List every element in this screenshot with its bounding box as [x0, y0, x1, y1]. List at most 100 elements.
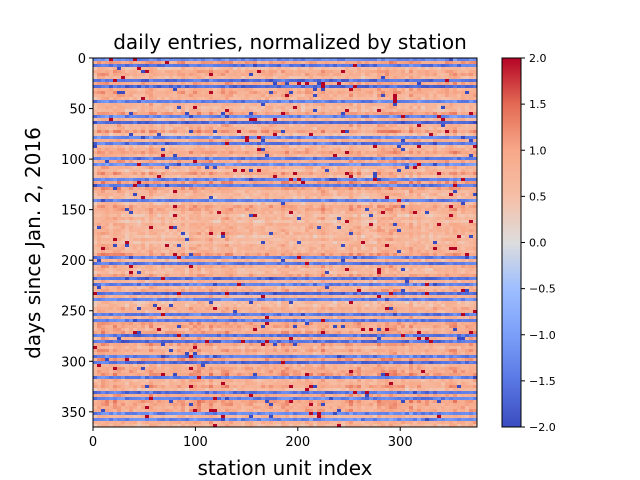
heatmap-cell — [361, 169, 366, 173]
heatmap-cell — [221, 148, 226, 152]
heatmap-cell — [201, 172, 206, 176]
heatmap-cell — [225, 178, 230, 182]
heatmap-cell — [329, 178, 334, 182]
heatmap-cell — [149, 196, 154, 200]
heatmap-cell — [281, 91, 286, 95]
heatmap-cell — [109, 64, 114, 68]
heatmap-cell — [369, 133, 374, 137]
heatmap-cell — [373, 196, 378, 200]
heatmap-cell — [285, 79, 290, 83]
heatmap-cell — [329, 175, 334, 179]
heatmap-cell — [213, 166, 218, 170]
heatmap-cell — [413, 121, 418, 125]
heatmap-cell — [421, 121, 426, 125]
heatmap-cell — [461, 133, 466, 137]
heatmap-cell — [197, 196, 202, 200]
heatmap-cell — [457, 88, 462, 92]
heatmap-cell — [437, 76, 442, 80]
heatmap-cell — [369, 109, 374, 113]
heatmap-cell — [261, 181, 266, 185]
heatmap-cell — [449, 91, 454, 95]
heatmap-cell — [229, 178, 234, 182]
heatmap-cell — [389, 163, 394, 167]
heatmap-cell — [257, 157, 262, 161]
heatmap-cell — [217, 187, 222, 191]
heatmap-cell — [169, 151, 174, 155]
heatmap-cell — [305, 202, 310, 206]
heatmap-cell — [169, 61, 174, 65]
heatmap-cell — [373, 166, 378, 170]
heatmap-cell — [405, 166, 410, 170]
heatmap-cell — [117, 148, 122, 152]
heatmap-cell — [441, 109, 446, 113]
heatmap-cell — [205, 175, 210, 179]
heatmap-cell — [357, 202, 362, 206]
heatmap-cell — [401, 139, 406, 143]
heatmap-cell — [445, 157, 450, 161]
heatmap-cell — [185, 154, 190, 158]
heatmap-cell — [337, 139, 342, 143]
heatmap-cell — [125, 178, 130, 182]
heatmap-cell — [189, 103, 194, 107]
heatmap-cell — [289, 196, 294, 200]
heatmap-cell — [413, 175, 418, 179]
heatmap-cell — [281, 112, 286, 116]
heatmap-cell — [369, 184, 374, 188]
heatmap-cell — [313, 127, 318, 131]
heatmap-cell — [97, 190, 102, 194]
heatmap-cell — [357, 94, 362, 98]
heatmap-cell — [329, 166, 334, 170]
heatmap-cell — [113, 88, 118, 92]
heatmap-cell — [229, 61, 234, 65]
heatmap-cell — [453, 124, 458, 128]
heatmap-cell — [185, 130, 190, 134]
heatmap-cell — [373, 193, 378, 197]
heatmap-cell — [393, 184, 398, 188]
heatmap-cell — [381, 169, 386, 173]
heatmap-cell — [113, 142, 118, 146]
heatmap-cell — [181, 100, 186, 104]
heatmap-cell — [137, 73, 142, 77]
heatmap-cell — [221, 160, 226, 164]
heatmap-cell — [461, 139, 466, 143]
heatmap-cell — [369, 148, 374, 152]
heatmap-cell — [373, 205, 378, 209]
heatmap-cell — [369, 73, 374, 77]
heatmap-cell — [185, 127, 190, 131]
heatmap-cell — [265, 199, 270, 203]
heatmap-cell — [473, 124, 478, 128]
heatmap-cell — [361, 202, 366, 206]
heatmap-cell — [201, 148, 206, 152]
heatmap-cell — [249, 145, 254, 149]
heatmap-cell — [421, 163, 426, 167]
heatmap-cell — [149, 109, 154, 113]
heatmap-cell — [221, 121, 226, 125]
heatmap-cell — [169, 70, 174, 74]
heatmap-cell — [101, 121, 106, 125]
heatmap-cell — [397, 82, 402, 86]
heatmap-cell — [257, 64, 262, 68]
heatmap-cell — [357, 145, 362, 149]
heatmap-cell — [373, 184, 378, 188]
heatmap-cell — [457, 136, 462, 140]
heatmap-row — [93, 64, 478, 68]
heatmap-cell — [349, 187, 354, 191]
heatmap-cell — [153, 175, 158, 179]
heatmap-cell — [461, 196, 466, 200]
heatmap-cell — [289, 115, 294, 119]
heatmap-cell — [113, 103, 118, 107]
heatmap-cell — [97, 142, 102, 146]
heatmap-cell — [385, 103, 390, 107]
heatmap-cell — [325, 61, 330, 65]
heatmap-cell — [329, 73, 334, 77]
heatmap-cell — [349, 181, 354, 185]
heatmap-cell — [93, 91, 98, 95]
heatmap-cell — [333, 202, 338, 206]
heatmap-cell — [289, 148, 294, 152]
heatmap-cell — [297, 142, 302, 146]
heatmap-cell — [113, 109, 118, 113]
heatmap-cell — [233, 205, 238, 209]
heatmap-cell — [97, 124, 102, 128]
heatmap-cell — [277, 199, 282, 203]
heatmap-cell — [241, 58, 246, 62]
